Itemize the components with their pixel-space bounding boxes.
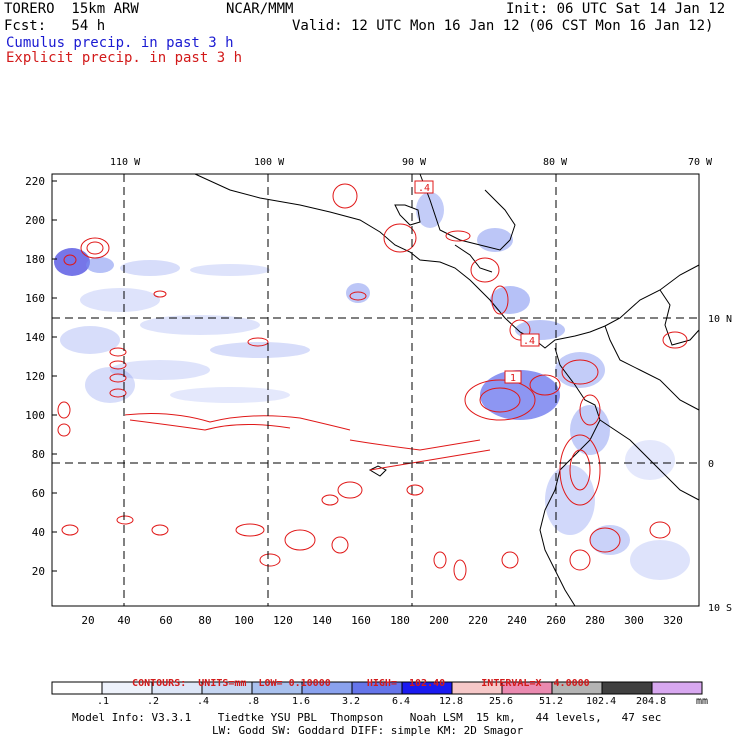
colorbar-label: 12.8 — [439, 696, 463, 707]
x-tick-label: 40 — [117, 614, 130, 627]
cumulus-precip-shading — [54, 192, 690, 580]
lat-label: 10 S — [708, 603, 732, 614]
y-tick-label: 100 — [25, 409, 45, 422]
x-tick-label: 20 — [81, 614, 94, 627]
colorbar-label: 204.8 — [636, 696, 666, 707]
colorbar-label: 1.6 — [292, 696, 310, 707]
x-tick-label: 180 — [390, 614, 410, 627]
y-tick-label: 140 — [25, 331, 45, 344]
lon-label: 80 W — [543, 157, 568, 168]
colorbar-swatch — [652, 682, 702, 694]
contour-label-title: CONTOURS: — [132, 678, 186, 689]
x-axis: 20 40 60 80 100 120 140 160 180 200 220 … — [81, 614, 683, 627]
y-tick-label: 220 — [25, 175, 45, 188]
contour-high: HIGH= 102.40 — [367, 678, 445, 689]
lon-label: 90 W — [402, 157, 427, 168]
lon-label: 110 W — [110, 157, 141, 168]
x-tick-label: 220 — [468, 614, 488, 627]
colorbar-unit: mm — [696, 696, 708, 707]
y-tick-label: 180 — [25, 253, 45, 266]
colorbar-label: .1 — [97, 696, 109, 707]
y-tick-label: 20 — [32, 565, 45, 578]
colorbar-label: 102.4 — [586, 696, 616, 707]
colorbar-label: .2 — [147, 696, 159, 707]
contour-low: LOW= 0.10000 — [259, 678, 331, 689]
x-tick-label: 120 — [273, 614, 293, 627]
contour-interval: INTERVAL=X 4.0000 — [481, 678, 589, 689]
precip-map: .4 1 .4 110 W 100 W 90 W 80 W 70 W 10 N … — [0, 0, 740, 740]
y-tick-label: 80 — [32, 448, 45, 461]
lon-label: 70 W — [688, 157, 713, 168]
contour-label: .4 — [523, 336, 535, 347]
y-tick-label: 200 — [25, 214, 45, 227]
contour-label: .4 — [418, 183, 430, 194]
colorbar-label: 6.4 — [392, 696, 410, 707]
colorbar-label: .8 — [247, 696, 259, 707]
lat-label: 0 — [708, 459, 714, 470]
x-tick-label: 140 — [312, 614, 332, 627]
y-tick-label: 120 — [25, 370, 45, 383]
x-tick-label: 60 — [159, 614, 172, 627]
x-tick-label: 280 — [585, 614, 605, 627]
x-tick-label: 160 — [351, 614, 371, 627]
colorbar-swatch — [602, 682, 652, 694]
colorbar-label: 3.2 — [342, 696, 360, 707]
contour-label: 1 — [510, 373, 516, 384]
x-tick-label: 260 — [546, 614, 566, 627]
model-physics: LW: Godd SW: Goddard DIFF: simple KM: 2D… — [212, 725, 523, 737]
colorbar-label: 51.2 — [539, 696, 563, 707]
lon-label: 100 W — [254, 157, 285, 168]
colorbar-label: .4 — [197, 696, 209, 707]
contour-units: UNITS=mm — [198, 678, 246, 689]
y-tick-label: 40 — [32, 526, 45, 539]
x-tick-label: 240 — [507, 614, 527, 627]
contour-summary: CONTOURS: UNITS=mm LOW= 0.10000 HIGH= 10… — [120, 667, 590, 689]
colorbar-swatch — [52, 682, 102, 694]
colorbar-label: 25.6 — [489, 696, 513, 707]
x-tick-label: 200 — [429, 614, 449, 627]
y-axis: 220 200 180 160 140 120 100 80 60 40 20 — [25, 175, 45, 578]
x-tick-label: 300 — [624, 614, 644, 627]
y-tick-label: 60 — [32, 487, 45, 500]
x-tick-label: 320 — [663, 614, 683, 627]
x-tick-label: 80 — [198, 614, 211, 627]
x-tick-label: 100 — [234, 614, 254, 627]
model-info: Model Info: V3.3.1 Tiedtke YSU PBL Thomp… — [72, 712, 661, 724]
lat-label: 10 N — [708, 314, 732, 325]
y-tick-label: 160 — [25, 292, 45, 305]
